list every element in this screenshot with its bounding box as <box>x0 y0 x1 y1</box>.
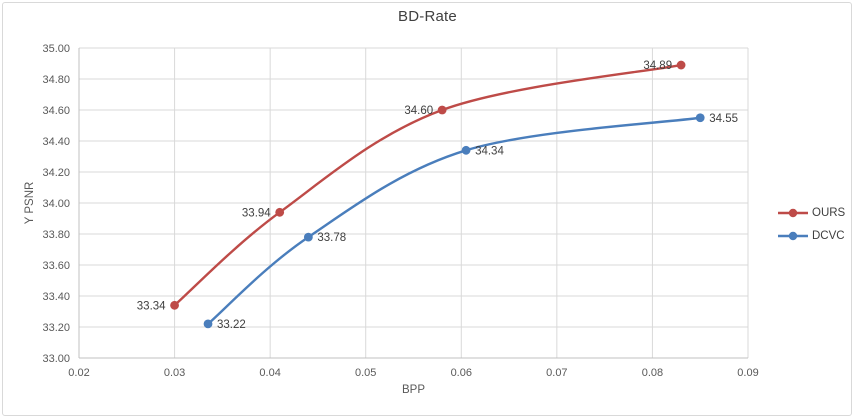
data-point-marker <box>275 207 285 217</box>
data-point-label: 34.60 <box>404 105 433 117</box>
y-tick-label: 34.20 <box>42 167 70 179</box>
x-tick-label: 0.03 <box>164 367 185 379</box>
x-tick-label: 0.09 <box>737 367 758 379</box>
legend: OURS DCVC <box>778 206 845 243</box>
y-tick-label: 35.00 <box>42 43 70 55</box>
x-tick-label: 0.02 <box>68 367 89 379</box>
data-point-label: 33.94 <box>242 207 271 219</box>
y-tick-label: 34.60 <box>42 105 70 117</box>
data-point-marker <box>695 113 705 123</box>
x-tick-label: 0.04 <box>259 367 280 379</box>
data-point-label: 33.34 <box>137 300 166 312</box>
x-tick-label: 0.08 <box>642 367 663 379</box>
data-point-label: 34.55 <box>709 113 738 125</box>
y-tick-label: 33.40 <box>42 291 70 303</box>
data-point-label: 33.22 <box>217 319 246 331</box>
x-tick-label: 0.06 <box>451 367 472 379</box>
legend-label: OURS <box>812 207 846 219</box>
data-point-marker <box>203 319 213 329</box>
y-tick-label: 34.00 <box>42 198 70 210</box>
chart-title: BD-Rate <box>398 8 457 25</box>
y-axis-title: Y PSNR <box>24 181 36 225</box>
series-line-ours <box>173 63 683 307</box>
data-point-label: 34.34 <box>475 145 504 157</box>
y-tick-label: 33.20 <box>42 322 70 334</box>
legend-marker-icon <box>778 208 808 218</box>
x-tick-label: 0.07 <box>546 367 567 379</box>
data-point-label: 34.89 <box>643 60 672 72</box>
data-point-label: 33.78 <box>317 232 346 244</box>
legend-label: DCVC <box>812 230 845 242</box>
y-tick-label: 33.60 <box>42 260 70 272</box>
y-tick-label: 34.80 <box>42 74 70 86</box>
x-tick-label: 0.05 <box>355 367 376 379</box>
legend-item-ours: OURS <box>778 206 845 220</box>
data-point-marker <box>461 145 471 155</box>
data-point-marker <box>170 300 179 310</box>
data-point-marker <box>676 60 686 70</box>
series-line-dcvc <box>206 116 702 326</box>
y-tick-label: 33.80 <box>42 229 70 241</box>
y-tick-label: 34.40 <box>42 136 70 148</box>
legend-marker-icon <box>778 231 808 241</box>
data-point-marker <box>437 105 447 115</box>
legend-item-dcvc: DCVC <box>778 229 845 243</box>
x-axis-title: BPP <box>401 384 425 396</box>
data-point-marker <box>303 232 313 242</box>
y-tick-label: 33.00 <box>42 353 70 365</box>
